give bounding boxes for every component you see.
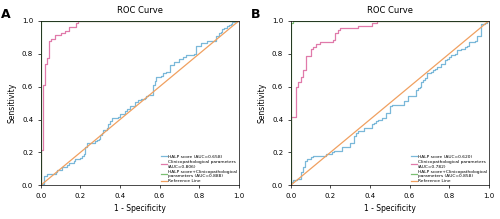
Text: B: B bbox=[251, 8, 260, 21]
Y-axis label: Sensitivity: Sensitivity bbox=[8, 83, 16, 123]
Legend: HALP score (AUC=0.658), Clinicopathological parameters
(AUC=0.806), HALP score+C: HALP score (AUC=0.658), Clinicopathologi… bbox=[161, 154, 238, 184]
Y-axis label: Sensitivity: Sensitivity bbox=[258, 83, 266, 123]
Text: A: A bbox=[1, 8, 11, 21]
Title: ROC Curve: ROC Curve bbox=[117, 5, 163, 14]
X-axis label: 1 - Specificity: 1 - Specificity bbox=[114, 205, 166, 214]
X-axis label: 1 - Specificity: 1 - Specificity bbox=[364, 205, 416, 214]
Legend: HALP score (AUC=0.620), Clinicopathological parameters
(AUC=0.782), HALP score+C: HALP score (AUC=0.620), Clinicopathologi… bbox=[411, 154, 488, 184]
Title: ROC Curve: ROC Curve bbox=[367, 5, 413, 14]
